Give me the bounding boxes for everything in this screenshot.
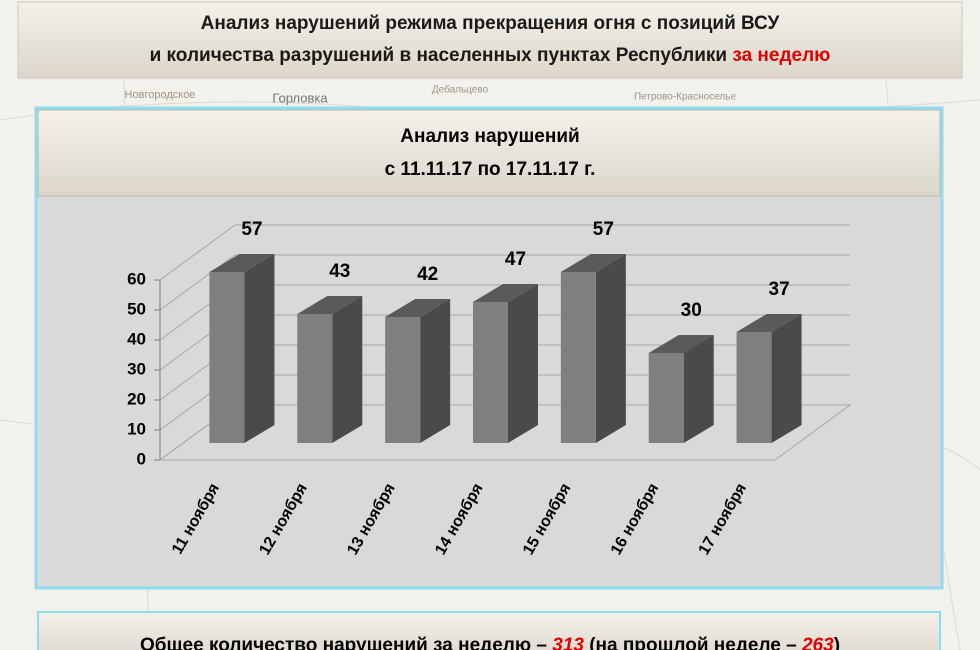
value-label: 43 bbox=[329, 261, 350, 282]
bar-top bbox=[648, 335, 714, 353]
header-highlight: за неделю bbox=[732, 45, 830, 66]
value-label: 57 bbox=[241, 219, 262, 240]
value-label: 47 bbox=[505, 249, 526, 270]
bar bbox=[209, 272, 245, 443]
bar-top bbox=[736, 314, 802, 332]
bar-side bbox=[244, 254, 275, 443]
y-tick-label: 30 bbox=[127, 359, 146, 378]
y-tick-label: 20 bbox=[127, 389, 146, 408]
footer-part: ) bbox=[834, 635, 840, 650]
footer-text: Общее количество нарушений за неделю – 3… bbox=[140, 635, 840, 650]
footer-number: 313 bbox=[552, 635, 584, 650]
header-text: и количества разрушений в населенных пун… bbox=[150, 45, 728, 66]
bar-side bbox=[420, 299, 451, 443]
bar-side bbox=[332, 296, 363, 443]
bar-top bbox=[473, 284, 538, 302]
map-label: Дебальцево bbox=[432, 84, 489, 96]
chart-title: Анализ нарушений bbox=[400, 126, 579, 147]
chart-subtitle: с 11.11.17 по 17.11.17 г. bbox=[385, 159, 596, 180]
y-tick-label: 50 bbox=[127, 299, 146, 318]
value-label: 57 bbox=[593, 219, 614, 240]
header-title: Анализ нарушений режима прекращения огня… bbox=[201, 13, 780, 34]
bar-top bbox=[209, 254, 275, 272]
grid-line bbox=[159, 224, 850, 281]
footer-box bbox=[37, 611, 941, 650]
chart-title-box bbox=[37, 109, 941, 197]
bar-top bbox=[560, 254, 626, 272]
bar-top bbox=[385, 299, 451, 317]
map-label: Горловка bbox=[272, 90, 328, 105]
map-label: Петрово-Красноселье bbox=[634, 92, 737, 103]
y-tick-label: 40 bbox=[127, 329, 146, 348]
value-label: 37 bbox=[769, 279, 790, 300]
header-title: и количества разрушений в населенных пун… bbox=[150, 45, 831, 66]
bar-side bbox=[595, 254, 626, 443]
y-tick-label: 60 bbox=[127, 269, 146, 288]
bar bbox=[560, 272, 596, 443]
value-label: 30 bbox=[681, 300, 702, 321]
bar bbox=[297, 314, 333, 443]
value-label: 42 bbox=[417, 264, 438, 285]
bar-side bbox=[683, 335, 714, 443]
grid-line bbox=[159, 254, 850, 311]
map-label: Новгородское bbox=[125, 89, 196, 101]
y-tick-label: 10 bbox=[127, 419, 146, 438]
bar-side bbox=[771, 314, 802, 443]
bar bbox=[473, 302, 508, 443]
footer-part: Общее количество нарушений за неделю – bbox=[140, 635, 547, 650]
bar bbox=[385, 317, 421, 443]
y-tick-label: 0 bbox=[137, 449, 146, 468]
bar bbox=[648, 353, 684, 443]
header-box bbox=[17, 1, 963, 79]
bar-top bbox=[297, 296, 363, 314]
footer-part: (на прошлой неделе – bbox=[589, 635, 796, 650]
bar bbox=[736, 332, 772, 443]
bar-side bbox=[508, 284, 538, 443]
footer-number: 263 bbox=[801, 635, 834, 650]
